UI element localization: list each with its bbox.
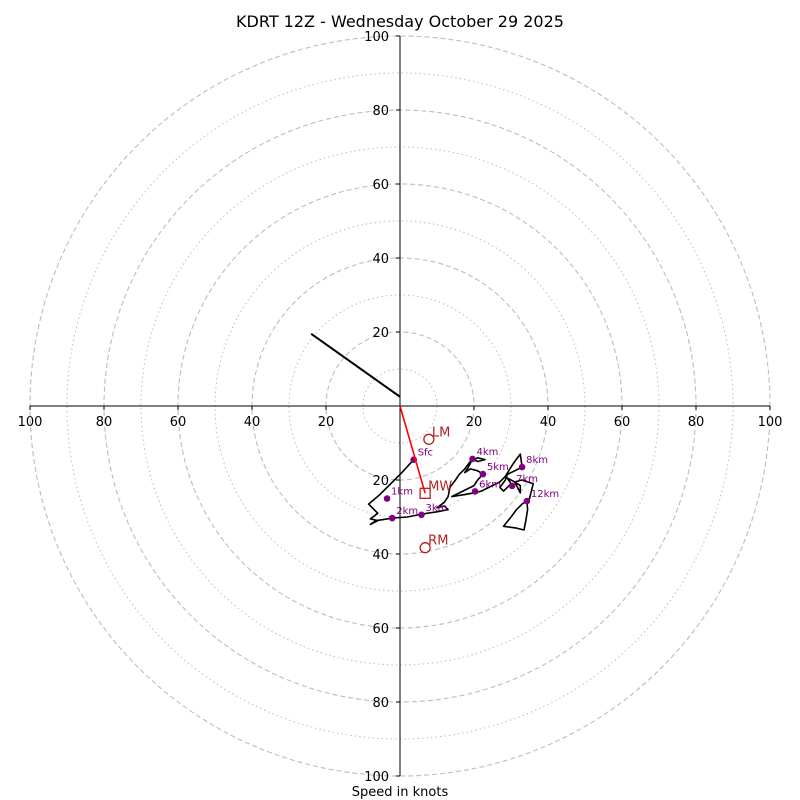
- height-marker-point: [523, 497, 531, 505]
- right-mover-label: RM: [428, 534, 448, 549]
- height-marker-label: 12km: [531, 489, 559, 500]
- height-marker-point: [388, 514, 396, 522]
- x-axis-label: Speed in knots: [352, 785, 449, 800]
- height-marker-point: [518, 463, 526, 471]
- mean-wind-marker: [419, 487, 431, 499]
- upper-wind-segment: [310, 333, 401, 398]
- left-mover-label: LM: [432, 425, 450, 440]
- height-marker-point: [469, 455, 476, 463]
- height-marker-label: 4km: [477, 447, 499, 458]
- right-mover-marker: [419, 542, 431, 554]
- height-marker-label: 2km: [396, 506, 418, 517]
- chart-title: KDRT 12Z - Wednesday October 29 2025: [236, 12, 564, 31]
- shear-vector: [399, 405, 426, 494]
- height-marker-label: 6km: [479, 479, 501, 490]
- y-tick-label: 100: [364, 770, 389, 785]
- height-marker-label: 7km: [516, 474, 538, 485]
- tick-labels: 100 80 60 40 20 20 40 60 80 100 100 80 60 40 20 20 40 60 8…: [18, 30, 783, 785]
- height-marker-point: [479, 470, 487, 478]
- x-tick-label: 100: [18, 415, 43, 430]
- storm-motion: LM RM MW: [399, 405, 452, 554]
- height-marker-point: [508, 482, 516, 490]
- height-marker-label: 8km: [526, 455, 548, 466]
- x-tick-label: 40: [244, 415, 261, 430]
- y-tick-label: 40: [372, 252, 389, 267]
- y-tick-label: 80: [372, 696, 389, 711]
- x-tick-label: 40: [540, 415, 557, 430]
- y-tick-label: 60: [372, 178, 389, 193]
- height-marker-label: 3km: [425, 503, 447, 514]
- y-tick-label: 80: [372, 104, 389, 119]
- mean-wind-label: MW: [428, 479, 452, 494]
- x-tick-label: 60: [170, 415, 187, 430]
- height-marker-label: 1km: [391, 487, 413, 498]
- x-tick-label: 20: [318, 415, 335, 430]
- height-marker-point: [418, 511, 425, 519]
- left-mover-marker: [423, 433, 435, 445]
- x-tick-label: 80: [96, 415, 113, 430]
- y-tick-label: 60: [372, 622, 389, 637]
- y-tick-label: 20: [372, 474, 389, 489]
- y-tick-label: 100: [364, 30, 389, 45]
- height-marker-point: [383, 495, 391, 502]
- x-tick-label: 100: [758, 415, 783, 430]
- y-tick-label: 20: [372, 326, 389, 341]
- height-markers: Sfc 1km 2km 3km 4km 5km 6km 7km 8km 12km: [383, 447, 559, 522]
- height-marker-point: [471, 488, 479, 495]
- height-marker-label: Sfc: [418, 448, 433, 459]
- height-marker-label: 5km: [487, 462, 509, 473]
- x-tick-label: 80: [688, 415, 705, 430]
- y-tick-label: 40: [372, 548, 389, 563]
- x-tick-label: 20: [466, 415, 483, 430]
- x-tick-label: 60: [614, 415, 631, 430]
